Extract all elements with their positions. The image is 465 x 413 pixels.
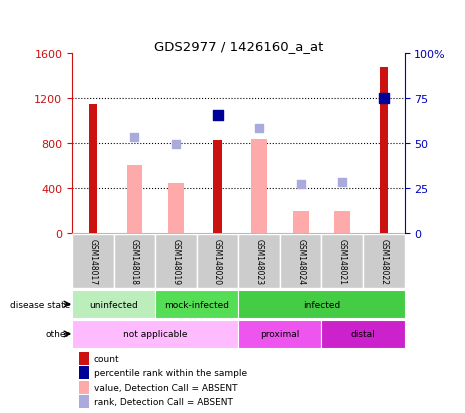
Bar: [113, 235, 155, 288]
Point: [380, 96, 387, 102]
Text: GSM148018: GSM148018: [130, 239, 139, 285]
Bar: [251, 140, 267, 234]
Bar: [126, 165, 142, 234]
Bar: [280, 235, 321, 288]
Text: GSM148024: GSM148024: [296, 239, 305, 285]
Point: [214, 113, 221, 119]
Text: percentile rank within the sample: percentile rank within the sample: [93, 368, 247, 377]
Bar: [72, 235, 113, 288]
Bar: [321, 235, 363, 288]
Bar: [79, 381, 89, 394]
Bar: [239, 235, 280, 288]
Bar: [168, 183, 184, 234]
Text: GSM148021: GSM148021: [338, 239, 347, 285]
Bar: [79, 366, 89, 379]
Bar: [363, 235, 405, 288]
Text: not applicable: not applicable: [123, 330, 187, 339]
Bar: [79, 352, 89, 365]
Bar: [239, 290, 405, 319]
Text: proximal: proximal: [260, 330, 299, 339]
Bar: [379, 68, 388, 234]
Text: GSM148022: GSM148022: [379, 239, 388, 285]
Bar: [334, 211, 350, 234]
Text: uninfected: uninfected: [89, 300, 138, 309]
Bar: [72, 290, 155, 319]
Text: other: other: [46, 330, 70, 339]
Text: GSM148023: GSM148023: [255, 239, 264, 285]
Point: [297, 181, 305, 188]
Bar: [155, 290, 239, 319]
Bar: [155, 235, 197, 288]
Bar: [89, 104, 97, 234]
Text: count: count: [93, 354, 120, 363]
Text: mock-infected: mock-infected: [164, 300, 229, 309]
Bar: [293, 211, 309, 234]
Point: [255, 125, 263, 131]
Title: GDS2977 / 1426160_a_at: GDS2977 / 1426160_a_at: [153, 40, 323, 53]
Text: GSM148020: GSM148020: [213, 239, 222, 285]
Bar: [213, 140, 222, 234]
Bar: [239, 320, 321, 349]
Point: [131, 134, 138, 140]
Text: infected: infected: [303, 300, 340, 309]
Point: [339, 179, 346, 185]
Bar: [197, 235, 239, 288]
Text: disease state: disease state: [9, 300, 70, 309]
Text: GSM148019: GSM148019: [172, 239, 180, 285]
Point: [172, 142, 179, 148]
Bar: [321, 320, 405, 349]
Text: distal: distal: [351, 330, 375, 339]
Text: rank, Detection Call = ABSENT: rank, Detection Call = ABSENT: [93, 397, 232, 406]
Bar: [79, 395, 89, 408]
Text: value, Detection Call = ABSENT: value, Detection Call = ABSENT: [93, 383, 237, 392]
Text: GSM148017: GSM148017: [88, 239, 97, 285]
Bar: [72, 320, 239, 349]
